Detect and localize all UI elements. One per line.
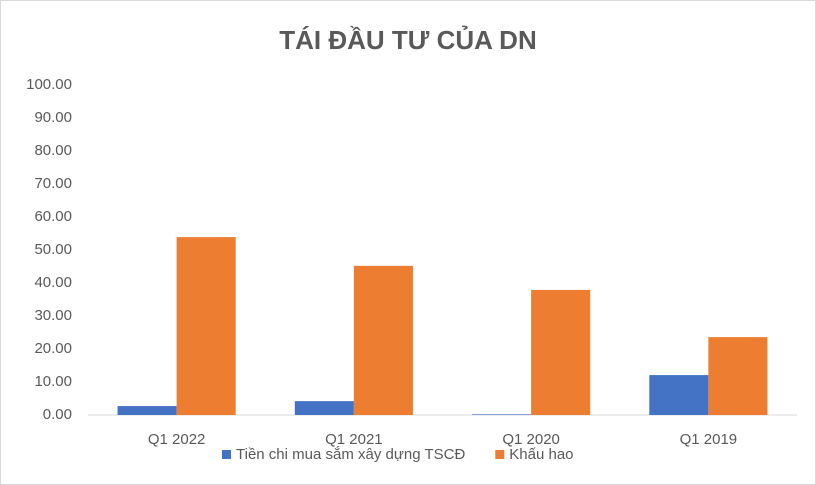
bar: [117, 406, 177, 415]
bar: [649, 375, 709, 415]
legend-swatch: [495, 450, 505, 459]
x-tick-label: Q1 2021: [325, 431, 383, 448]
y-tick-label: 100.00: [26, 76, 72, 93]
y-tick-label: 80.00: [34, 142, 72, 159]
y-tick-label: 10.00: [34, 373, 72, 390]
chart-title: TÁI ĐẦU TƯ CỦA DN: [279, 24, 536, 55]
legend-swatch: [222, 450, 231, 459]
y-tick-label: 70.00: [34, 175, 72, 192]
bar: [708, 337, 768, 415]
bar: [531, 289, 591, 415]
bar: [176, 237, 236, 415]
bar: [353, 265, 413, 415]
y-tick-label: 60.00: [34, 208, 72, 225]
x-tick-label: Q1 2020: [502, 431, 560, 448]
x-tick-label: Q1 2022: [148, 431, 206, 448]
y-tick-label: 0.00: [43, 406, 72, 423]
y-tick-label: 50.00: [34, 241, 72, 258]
legend-label: Khấu hao: [509, 446, 573, 463]
y-tick-label: 40.00: [34, 274, 72, 291]
bar: [472, 414, 532, 415]
y-tick-label: 90.00: [34, 109, 72, 126]
y-tick-label: 30.00: [34, 307, 72, 324]
x-tick-label: Q1 2019: [680, 431, 738, 448]
y-tick-label: 20.00: [34, 340, 72, 357]
legend-label: Tiền chi mua sắm xây dựng TSCĐ: [236, 446, 465, 463]
bar: [294, 401, 354, 415]
